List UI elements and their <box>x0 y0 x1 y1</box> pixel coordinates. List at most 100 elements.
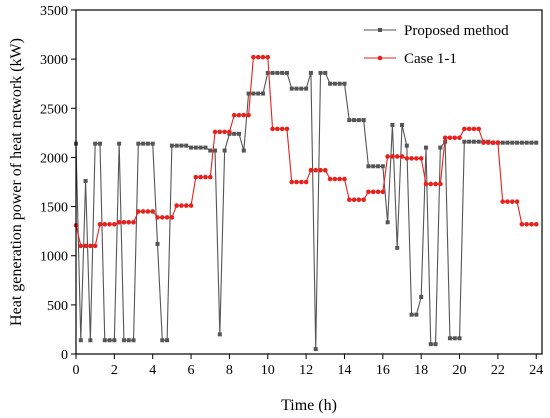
data-point <box>423 181 429 187</box>
data-point <box>428 181 434 187</box>
data-point <box>231 112 237 118</box>
x-tick-label: 14 <box>337 363 351 378</box>
data-point <box>332 81 337 86</box>
data-point <box>270 126 275 132</box>
data-point <box>213 148 218 153</box>
data-point <box>304 86 309 91</box>
data-point <box>227 129 232 135</box>
data-point <box>438 181 443 187</box>
data-point <box>356 197 362 202</box>
x-tick-label: 24 <box>529 363 543 378</box>
data-point <box>313 347 318 352</box>
x-tick-label: 22 <box>491 363 505 378</box>
data-point <box>93 141 98 146</box>
data-point <box>275 126 280 132</box>
x-tick-label: 20 <box>453 363 467 378</box>
y-tick-label: 500 <box>47 299 68 314</box>
series-0 <box>74 70 539 352</box>
data-point <box>500 199 505 204</box>
data-point <box>232 131 237 136</box>
data-point <box>452 336 457 341</box>
data-point <box>442 135 448 141</box>
data-point <box>400 122 405 127</box>
data-point <box>409 312 414 317</box>
data-point <box>452 135 458 141</box>
data-point <box>467 139 472 144</box>
data-point <box>371 164 376 169</box>
data-point <box>409 156 414 161</box>
data-point <box>184 143 189 148</box>
data-point <box>486 140 491 145</box>
plot-frame <box>75 9 543 355</box>
data-point <box>462 126 467 132</box>
data-point <box>327 176 333 182</box>
data-point <box>505 140 510 145</box>
data-point <box>390 122 395 127</box>
data-point <box>351 197 357 202</box>
data-point <box>150 141 155 146</box>
data-point <box>313 167 319 173</box>
data-point <box>265 54 271 60</box>
x-tick-label: 10 <box>261 363 275 378</box>
data-point <box>145 141 150 146</box>
data-point <box>337 176 342 182</box>
data-point <box>366 189 371 195</box>
data-point <box>385 154 390 159</box>
data-point <box>155 215 160 220</box>
data-point <box>337 81 342 86</box>
data-point <box>121 219 127 225</box>
data-point <box>323 70 328 75</box>
data-point <box>447 135 453 141</box>
data-point <box>418 156 424 161</box>
data-point <box>303 179 309 185</box>
data-point <box>260 54 266 60</box>
data-point <box>380 164 385 169</box>
y-tick-label: 0 <box>61 348 68 363</box>
data-point <box>203 145 208 150</box>
data-point <box>328 81 333 86</box>
y-tick-label: 2000 <box>40 151 68 166</box>
data-point <box>380 189 386 195</box>
data-point <box>251 91 256 96</box>
ticks-layer: 0 2 4 6 8 10 12 14 16 18 20 22 240500100015002000250… <box>40 4 543 378</box>
data-point <box>366 164 371 169</box>
x-tick-label: 18 <box>414 363 428 378</box>
data-point <box>102 221 108 227</box>
data-point <box>529 140 534 145</box>
data-point <box>529 221 534 227</box>
data-point <box>519 221 525 227</box>
data-point <box>404 156 410 161</box>
data-point <box>160 338 165 343</box>
data-point <box>457 336 462 341</box>
x-tick-label: 12 <box>299 363 313 378</box>
data-point <box>361 118 366 123</box>
data-point <box>534 140 539 145</box>
data-point <box>419 294 424 299</box>
data-point <box>117 141 122 146</box>
data-point <box>207 174 213 180</box>
data-point <box>179 143 184 148</box>
data-point <box>515 140 520 145</box>
data-point <box>370 189 376 195</box>
data-point <box>217 129 223 135</box>
data-point <box>438 145 443 150</box>
data-point <box>394 154 400 159</box>
data-point <box>222 148 227 153</box>
data-point <box>203 174 208 180</box>
data-point <box>260 91 265 96</box>
data-point <box>510 140 515 145</box>
data-point <box>500 140 505 145</box>
data-point <box>284 70 289 75</box>
series-1 <box>73 54 539 249</box>
data-point <box>208 148 213 153</box>
data-point <box>352 118 357 123</box>
data-point <box>356 118 361 123</box>
data-point <box>505 199 510 204</box>
data-point <box>102 338 107 343</box>
data-point <box>294 179 299 185</box>
data-point <box>131 219 136 225</box>
data-point <box>155 241 160 246</box>
legend: Proposed method Case 1-1 <box>364 23 509 67</box>
x-axis-title: Time (h) <box>281 397 337 414</box>
